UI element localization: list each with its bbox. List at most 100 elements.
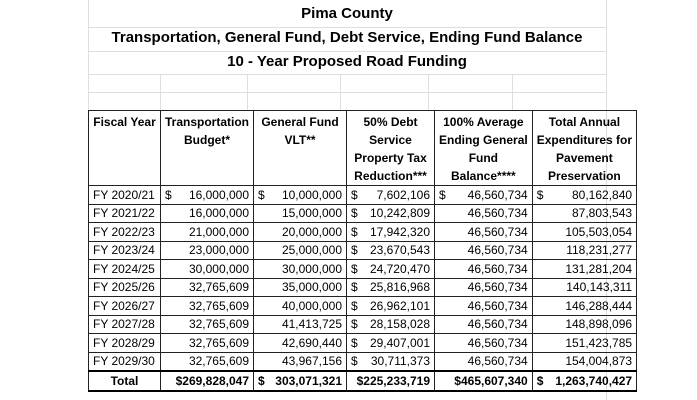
gridline	[88, 51, 606, 52]
cell: 46,560,734	[434, 351, 533, 372]
amount: 28,158,028	[369, 317, 431, 332]
currency-cell: $30,711,373	[351, 354, 430, 368]
amount: 26,962,101	[369, 298, 431, 313]
amount: 24,720,470	[369, 261, 431, 276]
cell: 30,000,000	[159, 259, 255, 279]
row-label: FY 2025/26	[88, 277, 161, 297]
cell: $10,242,809	[346, 203, 436, 223]
cell: 46,560,734	[434, 259, 533, 279]
currency-cell: $7,602,106	[351, 188, 430, 202]
funding-table: Fiscal Year Transportation Budget* General …	[88, 110, 638, 392]
row-label: FY 2020/21	[88, 185, 161, 205]
cell: 25,000,000	[253, 240, 348, 260]
cell: $26,962,101	[346, 296, 436, 316]
cell: 32,765,609	[159, 314, 255, 334]
currency-cell: $29,407,001	[351, 336, 430, 350]
header-line: Reduction***	[354, 169, 427, 183]
cell: 35,000,000	[253, 277, 348, 297]
table-row: FY 2022/23 21,000,000 20,000,000 $17,942,32…	[88, 222, 638, 242]
currency-symbol: $	[258, 373, 265, 388]
cell: $1,263,740,427	[531, 370, 638, 392]
column-header: 100% Average Ending General Fund Balance***…	[434, 110, 533, 186]
currency-symbol: $	[439, 187, 446, 202]
amount: 29,407,001	[369, 335, 431, 350]
currency-symbol: $	[351, 224, 358, 239]
cell: $80,162,840	[531, 185, 638, 205]
row-label: FY 2021/22	[88, 203, 161, 223]
cell: 87,803,543	[531, 203, 638, 223]
amount: 10,000,000	[281, 187, 343, 202]
gridline	[88, 0, 89, 110]
cell: 30,000,000	[253, 259, 348, 279]
cell: $303,071,321	[253, 370, 348, 392]
amount: 7,602,106	[376, 187, 431, 202]
amount: 1,263,740,427	[555, 373, 633, 388]
row-label: FY 2028/29	[88, 333, 161, 353]
cell: $30,711,373	[346, 351, 436, 372]
currency-cell: $26,962,101	[351, 299, 430, 313]
column-header: 50% Debt Service Property Tax Reduction***	[346, 110, 436, 186]
currency-symbol: $	[351, 261, 358, 276]
header-line: Pavement	[556, 151, 613, 165]
currency-symbol: $	[536, 373, 544, 388]
cell: 105,503,054	[531, 222, 638, 242]
cell: 40,000,000	[253, 296, 348, 316]
cell: 146,288,444	[531, 296, 638, 316]
header-line: Preservation	[548, 169, 621, 183]
currency-cell: $25,816,968	[351, 280, 430, 294]
cell: 43,967,156	[253, 351, 348, 372]
currency-cell: $28,158,028	[351, 317, 430, 331]
cell: 118,231,277	[531, 240, 638, 260]
currency-symbol: $	[536, 187, 544, 202]
cell: 131,281,204	[531, 259, 638, 279]
table-row: FY 2020/21 $16,000,000 $10,000,000 $7,602,1…	[88, 185, 638, 205]
amount: 10,242,809	[369, 206, 431, 221]
currency-symbol: $	[165, 187, 172, 202]
cell: 46,560,734	[434, 222, 533, 242]
cell: $29,407,001	[346, 333, 436, 353]
cell: 16,000,000	[159, 203, 255, 223]
cell: 42,690,440	[253, 333, 348, 353]
currency-cell: $10,242,809	[351, 206, 430, 220]
cell: $23,670,543	[346, 240, 436, 260]
amount: 303,071,321	[275, 373, 343, 388]
header-line: VLT**	[284, 133, 316, 147]
column-header: Fiscal Year	[88, 110, 161, 186]
cell: 15,000,000	[253, 203, 348, 223]
row-label: FY 2024/25	[88, 259, 161, 279]
currency-symbol: $	[351, 280, 358, 295]
cell: 32,765,609	[159, 296, 255, 316]
cell: 46,560,734	[434, 277, 533, 297]
table-row: FY 2021/22 16,000,000 15,000,000 $10,242,80…	[88, 203, 638, 223]
cell: 140,143,311	[531, 277, 638, 297]
header-line: Expenditures for	[536, 133, 633, 147]
row-label: Total	[88, 370, 161, 392]
column-header: General Fund VLT**	[253, 110, 348, 186]
amount: 17,942,320	[369, 224, 431, 239]
amount: 80,162,840	[572, 187, 633, 202]
currency-cell: $23,670,543	[351, 243, 430, 257]
cell: 23,000,000	[159, 240, 255, 260]
cell: 148,898,096	[531, 314, 638, 334]
currency-cell: $24,720,470	[351, 262, 430, 276]
header-line: 100% Average	[443, 115, 524, 129]
cell: $16,000,000	[159, 185, 255, 205]
subtitle: 10 - Year Proposed Road Funding	[227, 53, 467, 70]
cell: 20,000,000	[253, 222, 348, 242]
currency-cell: $80,162,840	[537, 188, 632, 202]
header-line: Fiscal Year	[93, 115, 156, 129]
table-row: FY 2026/27 32,765,609 40,000,000 $26,962,10…	[88, 296, 638, 316]
cell: 32,765,609	[159, 333, 255, 353]
cell: 46,560,734	[434, 296, 533, 316]
cell: $225,233,719	[346, 370, 436, 392]
currency-cell: $1,263,740,427	[537, 374, 632, 388]
currency-cell: $303,071,321	[258, 374, 342, 388]
header-line: 50% Debt	[363, 115, 418, 129]
row-label: FY 2027/28	[88, 314, 161, 334]
currency-symbol: $	[351, 206, 358, 221]
gridline	[88, 74, 606, 75]
currency-cell: $46,560,734	[439, 188, 528, 202]
currency-cell: $10,000,000	[258, 188, 342, 202]
cell: 32,765,609	[159, 351, 255, 372]
